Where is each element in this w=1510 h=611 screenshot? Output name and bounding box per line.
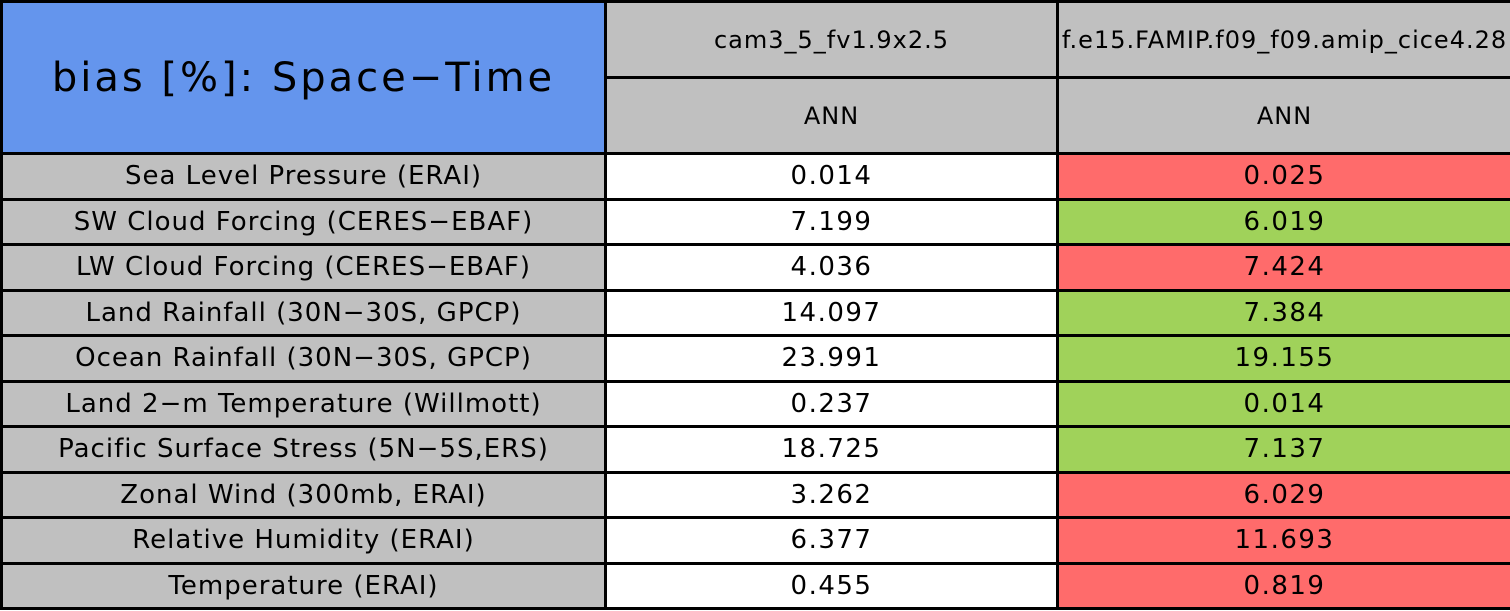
metric-value-col1: 18.725 xyxy=(781,434,882,465)
metric-value-cell-col1: 6.377 xyxy=(604,516,1059,565)
season-header-row: ANN ANN xyxy=(2,76,1510,155)
metric-value-col2: 11.693 xyxy=(1234,525,1335,556)
metric-label: Zonal Wind (300mb, ERAI) xyxy=(120,479,487,510)
metric-label: Ocean Rainfall (30N−30S, GPCP) xyxy=(75,343,532,374)
model-name-col2: f.e15.FAMIP.f09_f09.amip_cice4.28 xyxy=(1061,25,1508,54)
metric-label-cell: Zonal Wind (300mb, ERAI) xyxy=(0,470,607,519)
metric-label-cell: Ocean Rainfall (30N−30S, GPCP) xyxy=(0,334,607,383)
metric-value-cell-col1: 0.455 xyxy=(604,561,1059,610)
season-label-col2: ANN xyxy=(1256,101,1313,130)
metric-row: Land Rainfall (30N−30S, GPCP) 14.097 7.3… xyxy=(0,288,1510,337)
model-header-row: bias [%]: Space−Time cam3_5_fv1.9x2.5 f.… xyxy=(0,0,1510,155)
metric-label: Land Rainfall (30N−30S, GPCP) xyxy=(85,297,522,328)
metric-value-col1: 0.014 xyxy=(790,161,873,192)
metric-value-cell-col2: 6.029 xyxy=(1056,470,1510,519)
metric-value-col1: 14.097 xyxy=(781,297,882,328)
metric-value-col1: 6.377 xyxy=(790,525,873,556)
metric-row: LW Cloud Forcing (CERES−EBAF) 4.036 7.42… xyxy=(0,243,1510,292)
metric-label: Temperature (ERAI) xyxy=(168,570,439,601)
metric-label-cell: Land Rainfall (30N−30S, GPCP) xyxy=(0,288,607,337)
metric-label-cell: Land 2−m Temperature (Willmott) xyxy=(0,379,607,428)
metric-row: SW Cloud Forcing (CERES−EBAF) 7.199 6.01… xyxy=(0,197,1510,246)
metric-value-cell-col1: 3.262 xyxy=(604,470,1059,519)
metric-value-col2: 0.025 xyxy=(1243,161,1326,192)
metric-value-cell-col2: 7.424 xyxy=(1056,243,1510,292)
metric-value-cell-col2: 19.155 xyxy=(1056,334,1510,383)
metric-label: Sea Level Pressure (ERAI) xyxy=(124,161,483,192)
metric-label: LW Cloud Forcing (CERES−EBAF) xyxy=(75,252,532,283)
metric-value-col2: 6.019 xyxy=(1243,206,1326,237)
metric-value-col2: 0.014 xyxy=(1243,388,1326,419)
metric-label-cell: Temperature (ERAI) xyxy=(0,561,607,610)
metric-label-cell: Relative Humidity (ERAI) xyxy=(0,516,607,565)
metric-value-cell-col1: 0.237 xyxy=(604,379,1059,428)
metric-value-col1: 23.991 xyxy=(781,343,882,374)
model-header-col1: cam3_5_fv1.9x2.5 xyxy=(604,0,1059,79)
metric-row: Pacific Surface Stress (5N−5S,ERS) 18.72… xyxy=(0,425,1510,474)
metric-value-col1: 3.262 xyxy=(790,479,873,510)
metric-label-cell: SW Cloud Forcing (CERES−EBAF) xyxy=(0,197,607,246)
metric-value-cell-col1: 23.991 xyxy=(604,334,1059,383)
metric-value-col1: 0.237 xyxy=(790,388,873,419)
model-header-col2: f.e15.FAMIP.f09_f09.amip_cice4.28 xyxy=(1056,0,1510,79)
season-label-col1: ANN xyxy=(803,101,860,130)
metric-value-col2: 7.424 xyxy=(1243,252,1326,283)
metric-label-cell: Pacific Surface Stress (5N−5S,ERS) xyxy=(0,425,607,474)
metric-label: Land 2−m Temperature (Willmott) xyxy=(65,388,542,419)
metric-value-cell-col2: 7.384 xyxy=(1056,288,1510,337)
metric-row: Zonal Wind (300mb, ERAI) 3.262 6.029 xyxy=(0,470,1510,519)
metric-value-col2: 7.137 xyxy=(1243,434,1326,465)
table-title-cell: bias [%]: Space−Time xyxy=(0,0,607,155)
metric-value-col1: 4.036 xyxy=(790,252,873,283)
metric-value-cell-col2: 6.019 xyxy=(1056,197,1510,246)
metric-value-cell-col2: 7.137 xyxy=(1056,425,1510,474)
metric-value-cell-col2: 0.819 xyxy=(1056,561,1510,610)
season-header-col1: ANN xyxy=(604,76,1059,155)
metric-label: Pacific Surface Stress (5N−5S,ERS) xyxy=(58,434,549,465)
season-header-col2: ANN xyxy=(1056,76,1510,155)
metric-label-cell: LW Cloud Forcing (CERES−EBAF) xyxy=(0,243,607,292)
metric-value-col2: 19.155 xyxy=(1234,343,1335,374)
metric-value-col1: 7.199 xyxy=(790,206,873,237)
metric-value-cell-col1: 7.199 xyxy=(604,197,1059,246)
metric-value-cell-col2: 0.025 xyxy=(1056,152,1510,201)
metric-value-col2: 0.819 xyxy=(1243,570,1326,601)
metric-label: Relative Humidity (ERAI) xyxy=(132,525,475,556)
metric-value-col2: 6.029 xyxy=(1243,479,1326,510)
metric-value-col2: 7.384 xyxy=(1243,297,1326,328)
metric-value-col1: 0.455 xyxy=(790,570,873,601)
metric-label: SW Cloud Forcing (CERES−EBAF) xyxy=(73,206,534,237)
model-name-col1: cam3_5_fv1.9x2.5 xyxy=(713,25,949,54)
metric-row: Relative Humidity (ERAI) 6.377 11.693 xyxy=(0,516,1510,565)
metric-value-cell-col1: 14.097 xyxy=(604,288,1059,337)
metric-value-cell-col1: 0.014 xyxy=(604,152,1059,201)
metric-row: Sea Level Pressure (ERAI) 0.014 0.025 xyxy=(0,152,1510,201)
table-title: bias [%]: Space−Time xyxy=(51,54,556,101)
metric-value-cell-col2: 11.693 xyxy=(1056,516,1510,565)
metric-value-cell-col1: 18.725 xyxy=(604,425,1059,474)
metric-value-cell-col1: 4.036 xyxy=(604,243,1059,292)
metric-row: Land 2−m Temperature (Willmott) 0.237 0.… xyxy=(0,379,1510,428)
metric-row: Temperature (ERAI) 0.455 0.819 xyxy=(0,561,1510,610)
metric-row: Ocean Rainfall (30N−30S, GPCP) 23.991 19… xyxy=(0,334,1510,383)
metric-value-cell-col2: 0.014 xyxy=(1056,379,1510,428)
metric-label-cell: Sea Level Pressure (ERAI) xyxy=(0,152,607,201)
